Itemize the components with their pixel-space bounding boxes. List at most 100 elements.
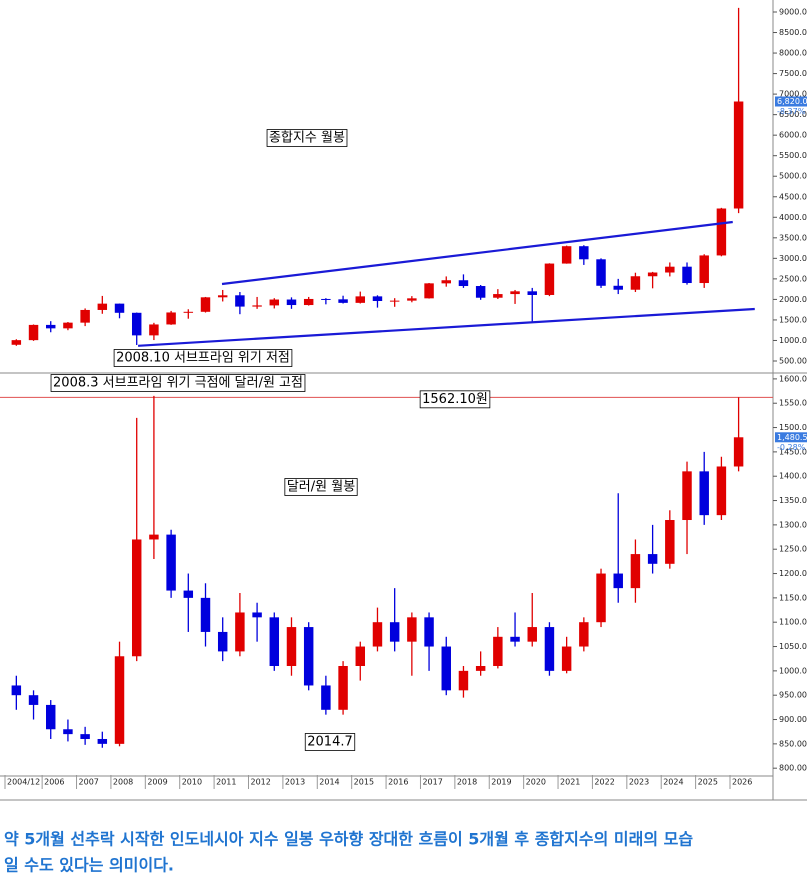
- candle-body: [699, 255, 709, 284]
- candle-body: [424, 283, 434, 299]
- candle-body: [286, 299, 297, 306]
- candle-body: [28, 324, 39, 341]
- price-tag: 1,480.50: [777, 433, 807, 442]
- x-tick-label: 2007: [79, 778, 99, 787]
- x-tick-label: 2006: [44, 778, 64, 787]
- candle-body: [630, 276, 641, 290]
- candle-body: [97, 738, 108, 744]
- candle-body: [80, 734, 90, 739]
- candle-body: [407, 298, 417, 301]
- x-tick-label: 2012: [250, 778, 270, 787]
- candle-body: [665, 266, 675, 273]
- candle-body: [389, 300, 400, 302]
- candle-body: [510, 291, 520, 295]
- candle-body: [303, 298, 314, 306]
- x-tick-label: 2014: [319, 778, 339, 787]
- x-tick-label: 2018: [457, 778, 477, 787]
- y-tick-label: 1200.00: [779, 569, 807, 578]
- candle-body: [63, 729, 73, 735]
- y-tick-label: 1550.00: [779, 399, 807, 408]
- candle-body: [596, 573, 606, 623]
- y-tick-label: 7000.00: [779, 90, 807, 99]
- candle-body: [441, 280, 451, 284]
- candle-body: [183, 311, 194, 313]
- y-tick-label: 6000.00: [779, 131, 807, 140]
- candle-body: [647, 554, 658, 564]
- y-tick-label: 1000.00: [779, 336, 807, 345]
- candle-body: [716, 466, 727, 516]
- x-tick-label: 2017: [422, 778, 442, 787]
- trendline: [138, 307, 755, 347]
- candle-body: [647, 272, 658, 277]
- x-tick-label: 2024: [663, 778, 683, 787]
- candle-body: [527, 627, 537, 642]
- candle-body: [235, 612, 245, 652]
- x-tick-label: 2022: [594, 778, 614, 787]
- candle-body: [46, 704, 56, 730]
- candle-body: [303, 627, 314, 686]
- x-tick-label: 2023: [629, 778, 649, 787]
- candle-body: [372, 622, 383, 647]
- candle-body: [252, 305, 262, 307]
- candle-body: [131, 539, 142, 657]
- y-tick-label: 4500.00: [779, 192, 807, 201]
- candle-body: [217, 631, 228, 652]
- candle-body: [441, 646, 451, 691]
- x-tick-label: 2016: [388, 778, 408, 787]
- y-tick-label: 9000.00: [779, 7, 807, 16]
- candle-body: [131, 312, 142, 336]
- annotation: 달러/원 월봉: [287, 480, 355, 495]
- candle-body: [458, 670, 469, 691]
- x-tick-label: 2021: [560, 778, 580, 787]
- candle-body: [493, 294, 503, 298]
- candle-body: [613, 573, 623, 589]
- y-tick-label: 8500.00: [779, 28, 807, 37]
- y-tick-label: 800.00: [779, 764, 807, 773]
- candle-body: [80, 309, 90, 323]
- candle-body: [630, 554, 641, 589]
- annotation: 2014.7: [307, 735, 353, 750]
- y-tick-label: 2000.00: [779, 295, 807, 304]
- y-tick-label: 950.00: [779, 691, 807, 700]
- x-tick-label: 2004/12: [7, 778, 40, 787]
- candle-body: [493, 636, 503, 666]
- x-tick-label: 2009: [147, 778, 167, 787]
- price-tag-box: [775, 432, 807, 443]
- candle-body: [28, 695, 39, 705]
- candle-body: [252, 612, 262, 618]
- annotation: 2008.3 서브프라임 위기 극점에 달러/원 고점: [53, 376, 303, 391]
- y-tick-label: 2500.00: [779, 274, 807, 283]
- y-tick-label: 5500.00: [779, 151, 807, 160]
- y-tick-label: 900.00: [779, 715, 807, 724]
- y-tick-label: 5000.00: [779, 172, 807, 181]
- candle-body: [355, 646, 366, 666]
- price-tag: -0.28%: [777, 443, 806, 452]
- candle-body: [716, 208, 727, 256]
- candle-body: [97, 303, 108, 310]
- candle-body: [183, 590, 194, 598]
- caption: 일 수도 있다는 의미이다.: [4, 856, 174, 875]
- annotation-box: [266, 129, 348, 147]
- candle-body: [269, 299, 280, 306]
- candle-body: [200, 597, 211, 632]
- caption: 약 5개월 선추락 시작한 인도네시아 지수 일봉 우하향 장대한 흐름이 5개…: [4, 830, 693, 849]
- candle-body: [561, 646, 572, 671]
- candle-body: [166, 312, 176, 325]
- candle-body: [596, 259, 606, 286]
- x-tick-label: 2025: [698, 778, 718, 787]
- price-tag: 6,820.00: [777, 97, 807, 106]
- y-tick-label: 1050.00: [779, 642, 807, 651]
- candle-body: [527, 291, 537, 295]
- candle-body: [114, 656, 125, 744]
- annotation-box: [113, 349, 293, 367]
- candle-body: [475, 665, 486, 671]
- reference-label: 1562.10원: [422, 392, 488, 407]
- candle-body: [561, 246, 572, 264]
- candle-body: [510, 636, 520, 642]
- y-tick-label: 1150.00: [779, 593, 807, 602]
- x-tick-label: 2008: [113, 778, 133, 787]
- annotation-box: [419, 390, 491, 409]
- candle-body: [579, 246, 589, 260]
- candle-body: [46, 324, 56, 329]
